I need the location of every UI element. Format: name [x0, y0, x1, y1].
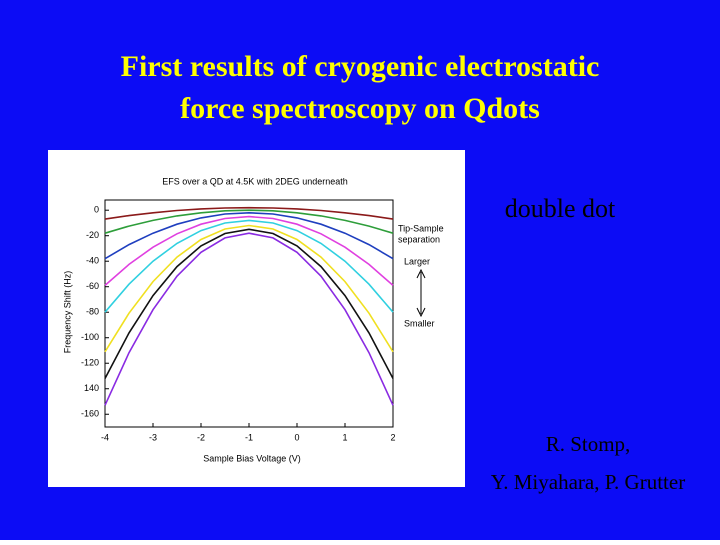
chart-background	[48, 150, 465, 487]
y-tick-label: -20	[86, 230, 99, 240]
author: R. Stomp,	[546, 432, 631, 456]
y-tick-label: 140	[84, 383, 99, 393]
y-tick-label: -160	[81, 409, 99, 419]
x-tick-label: -2	[197, 432, 205, 442]
x-tick-label: 1	[342, 432, 347, 442]
arrow-heads	[416, 268, 426, 318]
side-note: double dot	[505, 194, 616, 223]
title-line: force spectroscopy on Qdots	[180, 92, 540, 125]
x-tick-label: -4	[101, 432, 109, 442]
y-tick-label: -60	[86, 281, 99, 291]
y-tick-label: -120	[81, 358, 99, 368]
y-tick-label: -40	[86, 256, 99, 266]
y-tick-label: -100	[81, 332, 99, 342]
author: Y. Miyahara, P. Grutter	[491, 470, 685, 494]
annotation: Larger	[404, 256, 430, 266]
series-line	[104, 219, 394, 313]
title-line: First results of cryogenic electrostatic	[121, 50, 600, 83]
series-line	[104, 224, 394, 353]
x-tick-label: -3	[149, 432, 157, 442]
series-line	[104, 228, 394, 379]
series-line	[104, 215, 394, 287]
y-tick-label: -80	[86, 307, 99, 317]
x-tick-label: -1	[245, 432, 253, 442]
y-tick-label: 0	[94, 205, 99, 215]
chart-title: EFS over a QD at 4.5K with 2DEG undernea…	[162, 176, 348, 186]
annotation: Tip-Sample	[398, 223, 444, 233]
series-line	[104, 209, 394, 234]
chart: EFS over a QD at 4.5K with 2DEG undernea…	[48, 150, 465, 487]
x-tick-label: 2	[390, 432, 395, 442]
series-line	[104, 211, 394, 260]
series-line	[104, 232, 394, 406]
series-line	[104, 206, 394, 220]
x-tick-label: 0	[294, 432, 299, 442]
y-axis-label: Frequency Shift (Hz)	[62, 271, 72, 354]
x-axis-label: Sample Bias Voltage (V)	[203, 453, 301, 463]
annotation: separation	[398, 234, 440, 244]
annotation: Smaller	[404, 318, 435, 328]
